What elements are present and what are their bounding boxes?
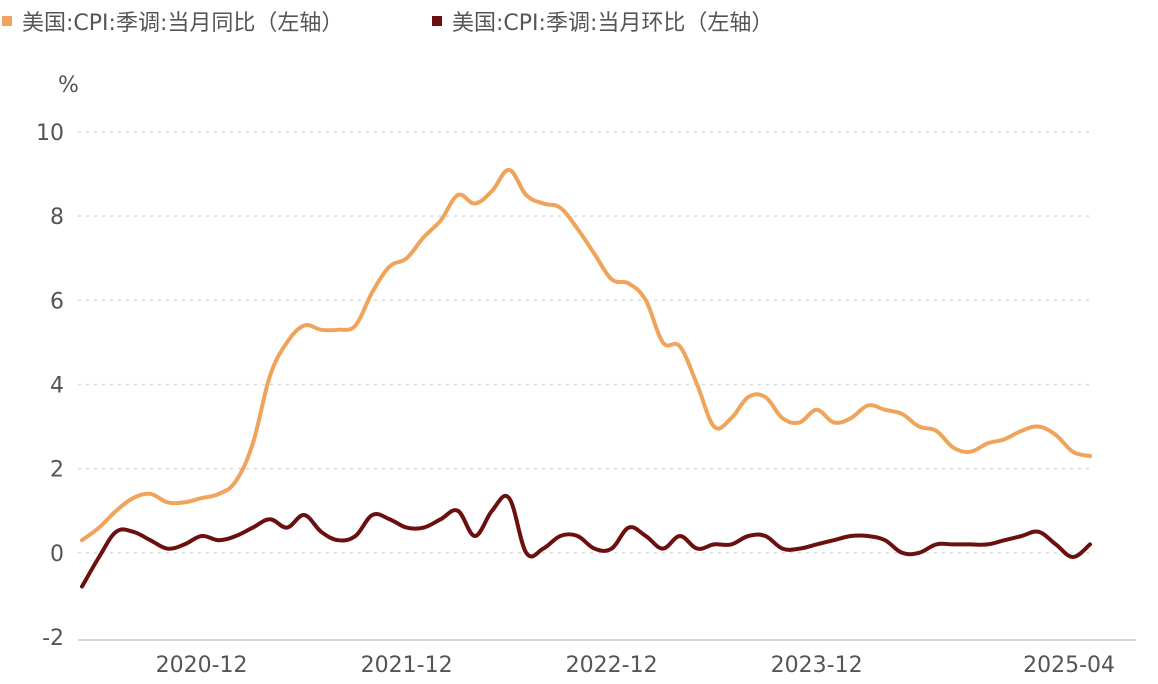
series-group (80, 167, 1092, 589)
legend-label-mom: 美国:CPI:季调:当月环比（左轴） (452, 11, 773, 36)
grid (78, 131, 1136, 641)
y-axis-ticks: 10 8 6 4 2 0 -2 (36, 121, 64, 651)
x-tick-label: 2023-12 (771, 653, 863, 678)
legend-swatch-yoy (2, 16, 12, 26)
series-line-yoy (80, 167, 1092, 543)
y-tick-label: 6 (50, 289, 64, 314)
y-tick-label: 0 (50, 542, 64, 567)
series-line-mom (80, 493, 1092, 589)
y-tick-label: 2 (50, 458, 64, 483)
y-axis-unit: % (58, 73, 79, 98)
y-tick-label: 10 (36, 121, 64, 146)
x-tick-label: 2020-12 (156, 653, 248, 678)
y-tick-label: 8 (50, 205, 64, 230)
legend-label-yoy: 美国:CPI:季调:当月同比（左轴） (22, 11, 343, 36)
legend: 美国:CPI:季调:当月同比（左轴） 美国:CPI:季调:当月环比（左轴） (2, 11, 773, 36)
x-tick-label: 2025-04 (1023, 653, 1115, 678)
x-axis-ticks: 2020-12 2021-12 2022-12 2023-12 2025-04 (156, 653, 1115, 678)
legend-swatch-mom (432, 16, 442, 26)
x-tick-label: 2022-12 (566, 653, 658, 678)
y-tick-label: -2 (42, 626, 64, 651)
y-tick-label: 4 (50, 374, 64, 399)
x-tick-label: 2021-12 (361, 653, 453, 678)
